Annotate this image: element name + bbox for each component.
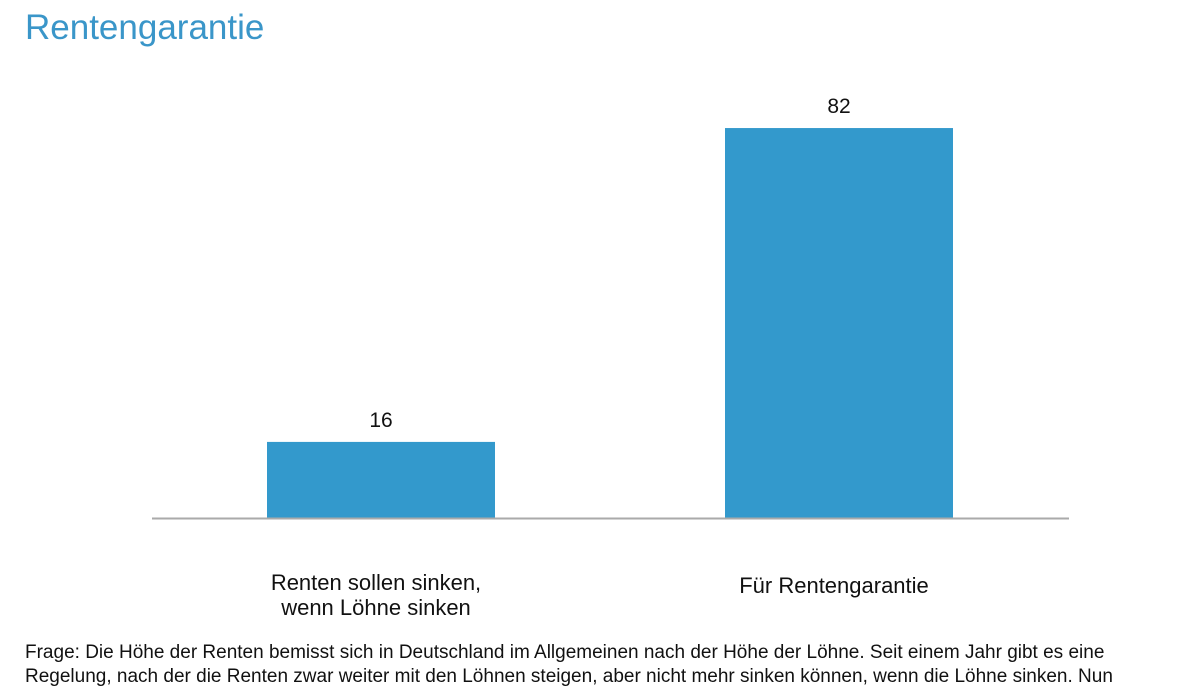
footnote-line-1: Frage: Die Höhe der Renten bemisst sich … — [25, 642, 1105, 663]
category-label-2-line-1: Für Rentengarantie — [739, 573, 929, 598]
bar-2 — [725, 128, 953, 519]
chart-title: Rentengarantie — [25, 8, 265, 47]
data-label-2: 82 — [827, 95, 850, 118]
category-label-1-line-2: wenn Löhne sinken — [281, 595, 471, 620]
category-label-2: Für Rentengarantie — [674, 573, 994, 598]
footnote-line-2: Regelung, nach der die Renten zwar weite… — [25, 666, 1113, 687]
category-label-1-line-1: Renten sollen sinken, — [270, 570, 482, 595]
survey-question-footnote: Frage: Die Höhe der Renten bemisst sich … — [25, 641, 1175, 689]
category-label-1: Renten sollen sinken, wenn Löhne sinken — [216, 570, 536, 620]
data-label-1: 16 — [369, 409, 392, 432]
bar-1 — [267, 441, 495, 518]
